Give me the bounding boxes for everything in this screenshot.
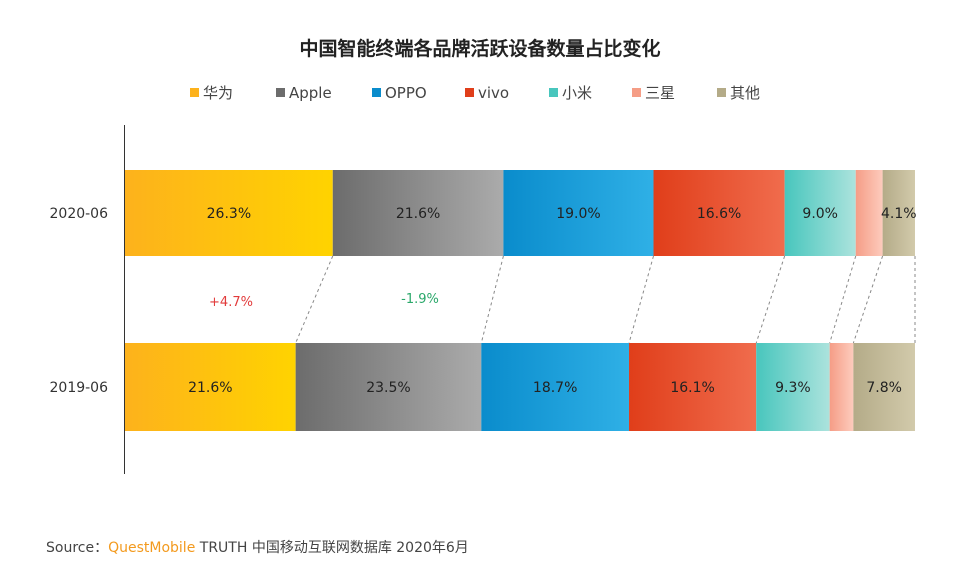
bar-segment xyxy=(629,343,757,431)
legend-label: 其他 xyxy=(730,84,761,102)
connector-line xyxy=(295,255,334,344)
data-label: 18.7% xyxy=(533,380,577,396)
legend-swatch xyxy=(632,88,641,97)
change-annotation: -1.9% xyxy=(401,292,439,307)
bar-segment xyxy=(481,343,630,431)
data-label: 4.1% xyxy=(881,206,917,222)
bar-segment xyxy=(295,343,482,431)
connector-line xyxy=(829,255,857,344)
category-label: 2020-06 xyxy=(50,206,109,222)
bar-segment xyxy=(855,170,883,256)
legend-label: 小米 xyxy=(562,84,593,102)
legend-item: 小米 xyxy=(549,82,632,103)
legend-swatch xyxy=(717,88,726,97)
connector-line xyxy=(628,255,654,344)
bar-segment xyxy=(784,170,856,256)
legend-label: OPPO xyxy=(385,83,427,102)
legend-item: OPPO xyxy=(372,82,465,103)
bar-segment xyxy=(125,170,333,256)
data-label: 21.6% xyxy=(396,206,440,222)
data-label: 7.8% xyxy=(866,380,902,396)
data-label: 19.0% xyxy=(556,206,600,222)
legend-item: vivo xyxy=(465,82,549,103)
data-label: 16.6% xyxy=(697,206,741,222)
legend-item: 其他 xyxy=(717,82,777,103)
legend-item: Apple xyxy=(276,82,372,103)
legend: 华为 Apple OPPO vivo 小米 三星 其他 xyxy=(190,82,777,103)
connector-line xyxy=(755,255,786,344)
bar-segment xyxy=(882,170,915,256)
data-label: 21.6% xyxy=(188,380,232,396)
bar-segment xyxy=(503,170,654,256)
legend-swatch xyxy=(190,88,199,97)
data-label: 23.5% xyxy=(366,380,410,396)
change-annotation: +4.7% xyxy=(209,295,253,310)
bar-segment xyxy=(125,343,296,431)
legend-swatch xyxy=(549,88,558,97)
source-brand: QuestMobile xyxy=(108,540,196,556)
bar-segment xyxy=(756,343,830,431)
connector-line xyxy=(480,255,504,344)
source-text: TRUTH 中国移动互联网数据库 2020年6月 xyxy=(199,540,469,556)
data-label: 9.3% xyxy=(775,380,811,396)
legend-swatch xyxy=(465,88,474,97)
category-label: 2019-06 xyxy=(50,380,109,396)
legend-item: 三星 xyxy=(632,82,717,103)
bar-segment xyxy=(829,343,854,431)
bar-segment xyxy=(653,170,785,256)
data-label: 16.1% xyxy=(670,380,714,396)
legend-swatch xyxy=(372,88,381,97)
chart-title: 中国智能终端各品牌活跃设备数量占比变化 xyxy=(299,38,661,60)
connector-line xyxy=(852,255,884,344)
bar-segment xyxy=(853,343,915,431)
bar-segment xyxy=(332,170,504,256)
legend-label: vivo xyxy=(478,83,510,102)
legend-label: 三星 xyxy=(645,84,676,102)
legend-swatch xyxy=(276,88,285,97)
legend-label: Apple xyxy=(289,83,332,102)
data-label: 9.0% xyxy=(802,206,838,222)
legend-label: 华为 xyxy=(203,84,234,102)
source-note: Source：QuestMobile TRUTH 中国移动互联网数据库 2020… xyxy=(46,537,469,557)
source-prefix: Source： xyxy=(46,540,109,556)
data-label: 26.3% xyxy=(207,206,251,222)
legend-item: 华为 xyxy=(190,82,276,103)
